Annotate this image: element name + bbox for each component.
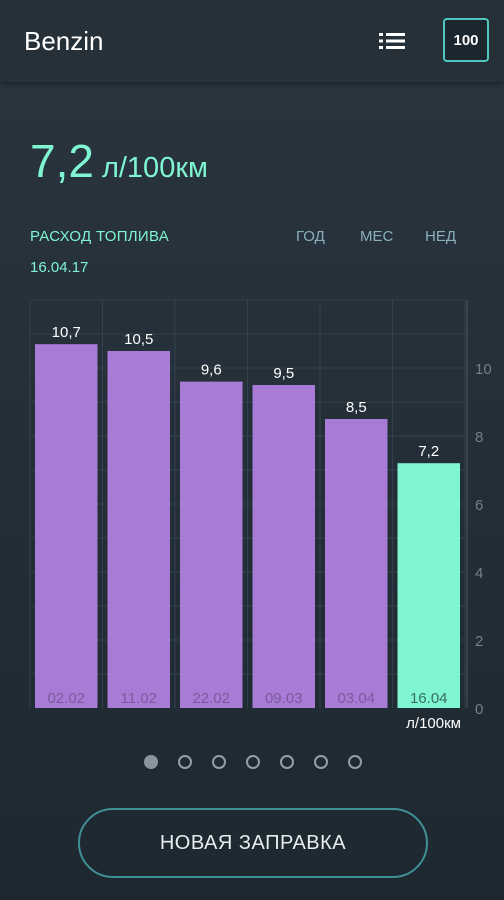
y-tick-label: 2 [475, 633, 483, 650]
chart-title: РАСХОД ТОПЛИВА [30, 228, 170, 245]
page-dot[interactable] [144, 755, 158, 769]
bar-value-label: 9,5 [273, 365, 294, 382]
chart-unit-label: л/100км [406, 715, 461, 732]
app-title: Benzin [24, 26, 104, 56]
list-icon [379, 32, 405, 50]
bar [180, 381, 243, 708]
list-button[interactable] [372, 22, 412, 60]
x-category-label: 03.04 [337, 690, 375, 707]
page-dot[interactable] [246, 755, 260, 769]
page-dot[interactable] [280, 755, 294, 769]
per-100km-button[interactable]: 100 [443, 18, 489, 62]
bar-value-label: 7,2 [418, 443, 439, 460]
chart-date: 16.04.17 [30, 259, 89, 276]
y-tick-label: 10 [475, 361, 492, 378]
y-tick-label: 6 [475, 497, 483, 514]
tab-month[interactable]: МЕС [360, 228, 394, 245]
tab-week[interactable]: НЕД [425, 228, 456, 245]
bar [35, 344, 98, 708]
consumption-unit: л/100км [101, 152, 208, 184]
bar-value-label: 10,5 [124, 331, 153, 348]
x-category-label: 11.02 [121, 690, 157, 707]
y-tick-label: 8 [475, 429, 483, 446]
bar [397, 463, 460, 708]
app-bar: Benzin 100 [0, 0, 504, 82]
x-category-label: 16.04 [410, 690, 448, 707]
tab-year[interactable]: ГОД [296, 228, 325, 245]
consumption-summary: 7,2 л/100км [30, 134, 208, 188]
bar-value-label: 10,7 [52, 324, 81, 341]
bar-value-label: 9,6 [201, 362, 222, 379]
page-indicator [0, 752, 504, 772]
bar [107, 351, 170, 708]
new-refuel-button[interactable]: НОВАЯ ЗАПРАВКА [78, 808, 428, 878]
bar [325, 419, 388, 708]
page-dot[interactable] [314, 755, 328, 769]
bar-value-label: 8,5 [346, 399, 367, 416]
bar [252, 385, 315, 708]
consumption-chart: 0 2 4 6 8 10 10,7 02.02 10,5 11.02 9,6 22.02 9,5 09.0… [29, 299, 492, 732]
page-dot[interactable] [178, 755, 192, 769]
consumption-value: 7,2 [30, 135, 94, 187]
y-tick-label: 0 [475, 701, 483, 718]
x-category-label: 22.02 [192, 690, 230, 707]
x-category-label: 02.02 [47, 690, 85, 707]
y-tick-label: 4 [475, 565, 483, 582]
x-category-label: 09.03 [265, 690, 303, 707]
page-dot[interactable] [348, 755, 362, 769]
page-dot[interactable] [212, 755, 226, 769]
